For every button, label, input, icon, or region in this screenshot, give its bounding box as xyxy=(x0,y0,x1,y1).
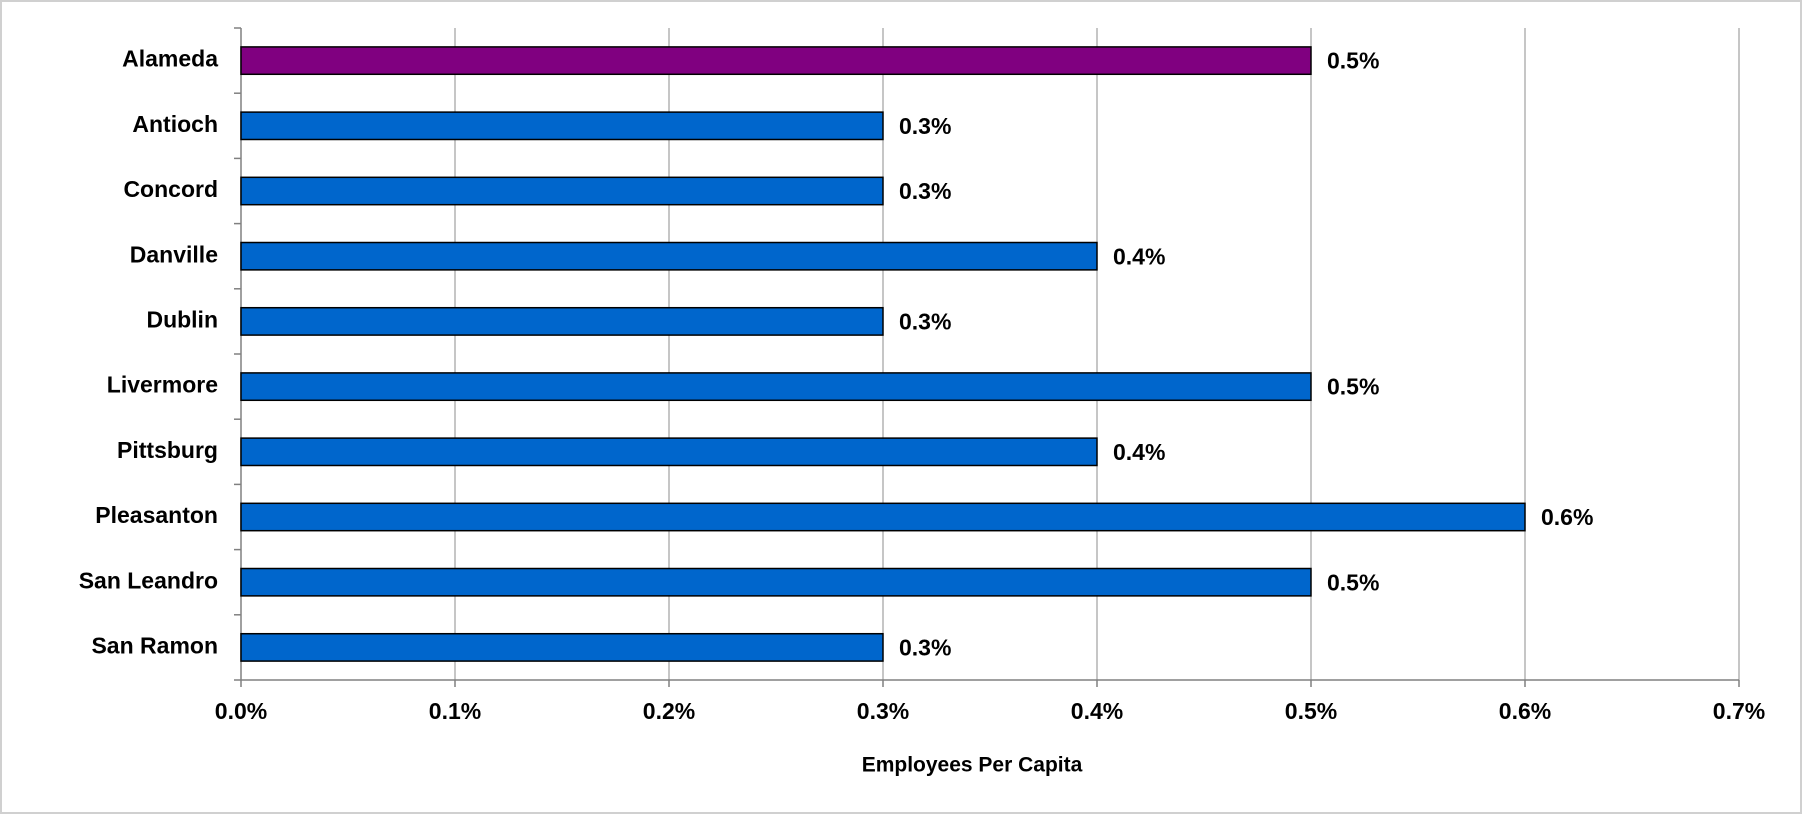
bar xyxy=(240,632,884,662)
y-tick-label: Dublin xyxy=(146,306,218,332)
y-tick-label: Antioch xyxy=(132,111,218,137)
x-tick-label: 0.5% xyxy=(1285,698,1337,724)
y-tick-label: Danville xyxy=(130,241,218,267)
x-tick-label: 0.4% xyxy=(1071,698,1123,724)
bar xyxy=(240,306,884,336)
x-tick-label: 0.1% xyxy=(429,698,481,724)
x-tick-label: 0.0% xyxy=(215,698,267,724)
y-tick-label: Alameda xyxy=(122,46,218,72)
y-tick-label: Livermore xyxy=(107,372,218,398)
value-label: 0.3% xyxy=(899,178,951,204)
bar xyxy=(240,176,884,206)
bar xyxy=(240,567,1312,597)
value-label: 0.4% xyxy=(1113,439,1165,465)
x-tick-label: 0.2% xyxy=(643,698,695,724)
value-label: 0.5% xyxy=(1327,569,1379,595)
bar xyxy=(240,46,1312,76)
y-tick-label: Concord xyxy=(123,176,218,202)
y-tick-label: Pleasanton xyxy=(95,502,218,528)
bar xyxy=(240,502,1526,532)
x-tick-label: 0.6% xyxy=(1499,698,1551,724)
value-label: 0.5% xyxy=(1327,48,1379,74)
value-label: 0.3% xyxy=(899,634,951,660)
x-tick-label: 0.3% xyxy=(857,698,909,724)
y-tick-label: San Ramon xyxy=(91,632,218,658)
value-label: 0.4% xyxy=(1113,243,1165,269)
value-label: 0.6% xyxy=(1541,504,1593,530)
bar xyxy=(240,372,1312,402)
y-tick-label: San Leandro xyxy=(79,567,218,593)
value-label: 0.5% xyxy=(1327,374,1379,400)
y-tick-label: Pittsburg xyxy=(117,437,218,463)
value-label: 0.3% xyxy=(899,113,951,139)
x-tick-label: 0.7% xyxy=(1713,698,1765,724)
bar xyxy=(240,241,1098,271)
x-axis-title: Employees Per Capita xyxy=(862,754,1083,777)
value-label: 0.3% xyxy=(899,308,951,334)
bar xyxy=(240,437,1098,467)
bar xyxy=(240,111,884,141)
